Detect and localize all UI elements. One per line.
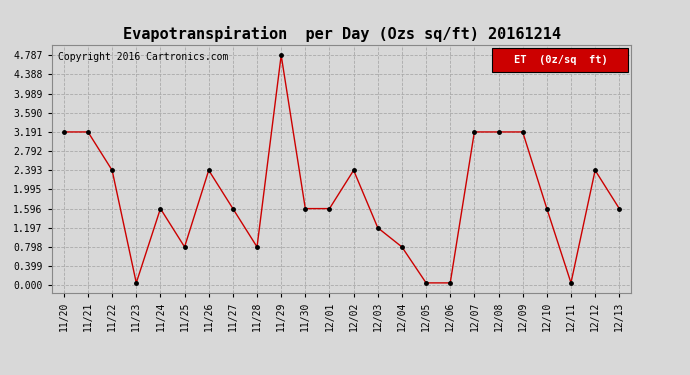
FancyBboxPatch shape xyxy=(492,48,629,72)
Text: Copyright 2016 Cartronics.com: Copyright 2016 Cartronics.com xyxy=(57,53,228,62)
Text: ET  (0z/sq  ft): ET (0z/sq ft) xyxy=(514,55,607,65)
Title: Evapotranspiration  per Day (Ozs sq/ft) 20161214: Evapotranspiration per Day (Ozs sq/ft) 2… xyxy=(123,27,560,42)
